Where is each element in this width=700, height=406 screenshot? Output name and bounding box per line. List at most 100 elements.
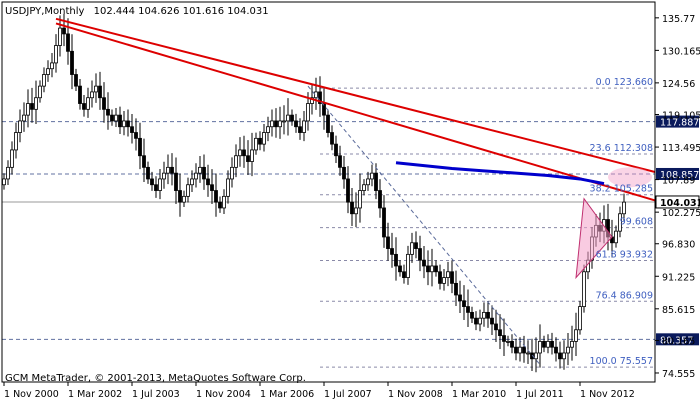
- candle-body: [438, 271, 442, 284]
- candle-body: [130, 126, 134, 133]
- candle-body: [402, 271, 406, 278]
- price-level-tag: [655, 195, 700, 209]
- candle-body: [466, 306, 470, 313]
- candle-body: [246, 155, 250, 162]
- candle-body: [530, 352, 534, 360]
- candle-body: [478, 317, 482, 325]
- candle-body: [238, 149, 242, 157]
- candle-body: [526, 352, 530, 355]
- candle-body: [498, 329, 502, 336]
- candle-body: [462, 300, 466, 307]
- time-tick-label: 1 Nov 2012: [580, 389, 635, 400]
- candle-body: [98, 85, 102, 99]
- candle-body: [410, 242, 414, 255]
- candle-body: [14, 132, 18, 151]
- time-tick-label: 1 Nov 2008: [388, 389, 443, 400]
- candle-body: [10, 149, 14, 168]
- candle-body: [510, 340, 514, 348]
- price-tick-label: 102.275: [662, 208, 700, 219]
- time-tick-label: 1 Mar 2006: [260, 389, 314, 400]
- candle-body: [562, 352, 566, 360]
- candle-body: [106, 108, 110, 116]
- candle-body: [506, 340, 510, 343]
- time-tick-label: 1 Nov 2000: [4, 389, 59, 400]
- candle-body: [182, 195, 186, 203]
- candle-body: [138, 137, 142, 157]
- candle-body: [146, 166, 150, 180]
- candle-body: [50, 62, 54, 70]
- candle-body: [66, 33, 70, 52]
- candle-body: [518, 346, 522, 354]
- price-level-tag-label: 104.031: [660, 198, 700, 209]
- ohlc-values: 102.444 104.626 101.616 104.031: [94, 6, 269, 17]
- candle-body: [622, 201, 626, 215]
- price-tick-label: 135.77: [662, 14, 695, 25]
- candle-body: [414, 242, 418, 249]
- candle-body: [26, 103, 30, 116]
- candle-body: [234, 155, 238, 168]
- candle-body: [86, 97, 90, 110]
- candle-body: [618, 213, 622, 232]
- candle-body: [378, 190, 382, 209]
- candle-body: [170, 166, 174, 174]
- price-tick-label: 85.615: [662, 305, 695, 316]
- time-tick-label: 1 Jul 2003: [132, 389, 180, 400]
- candle-body: [90, 91, 94, 99]
- candle-body: [542, 340, 546, 348]
- candle-body: [118, 114, 122, 128]
- symbol-timeframe: USDJPY,Monthly: [5, 6, 85, 17]
- labels-layer: 0.0 123.660 23.6 112.308 38.2 105.285 99.60…: [590, 77, 700, 367]
- candle-body: [366, 178, 370, 186]
- candle-body: [282, 120, 286, 123]
- fib-diagonal-line[interactable]: [307, 85, 541, 365]
- price-tick-label: 119.105: [662, 111, 700, 122]
- candle-body: [38, 85, 42, 99]
- candle-body: [422, 259, 426, 267]
- moving-average-line[interactable]: [395, 161, 605, 186]
- candle-body: [306, 103, 310, 122]
- red-trendline[interactable]: [55, 17, 656, 173]
- candle-body: [290, 114, 294, 122]
- fib-level-label: 100.0 75.557: [590, 356, 653, 367]
- candle-body: [554, 346, 558, 354]
- candle-body: [214, 190, 218, 203]
- candle-body: [74, 74, 78, 87]
- candle-body: [418, 248, 422, 261]
- candle-body: [494, 323, 498, 331]
- candle-body: [342, 166, 346, 180]
- candle-body: [206, 178, 210, 186]
- candle-body: [382, 207, 386, 238]
- copyright-text: GCM MetaTrader, © 2001-2013, MetaQuotes …: [5, 373, 306, 384]
- red-trendline[interactable]: [55, 22, 656, 202]
- candle-body: [318, 91, 322, 104]
- triangle-pattern[interactable]: [575, 197, 613, 280]
- candle-body: [298, 126, 302, 133]
- fib-level-label: 76.4 86.909: [596, 290, 653, 301]
- candle-body: [474, 317, 478, 325]
- candle-body: [82, 103, 86, 110]
- candle-body: [550, 340, 554, 348]
- candles-layer: [2, 13, 626, 373]
- candle-body: [202, 166, 206, 180]
- candle-body: [258, 137, 262, 145]
- candle-body: [334, 143, 338, 157]
- candle-body: [34, 97, 38, 110]
- candle-body: [370, 172, 374, 180]
- time-tick-label: 1 Jul 2011: [516, 389, 564, 400]
- candle-body: [198, 166, 202, 174]
- candle-body: [58, 27, 62, 46]
- candle-body: [426, 265, 430, 273]
- candle-body: [2, 178, 6, 186]
- time-tick-label: 1 Mar 2010: [452, 389, 506, 400]
- candle-body: [350, 201, 354, 215]
- plot-frame: [1, 1, 656, 383]
- candle-body: [394, 253, 398, 267]
- candle-body: [454, 282, 458, 296]
- candle-body: [470, 311, 474, 319]
- drawings-layer[interactable]: [55, 17, 656, 365]
- candle-body: [314, 91, 318, 99]
- price-tick-label: 80.165: [662, 336, 695, 347]
